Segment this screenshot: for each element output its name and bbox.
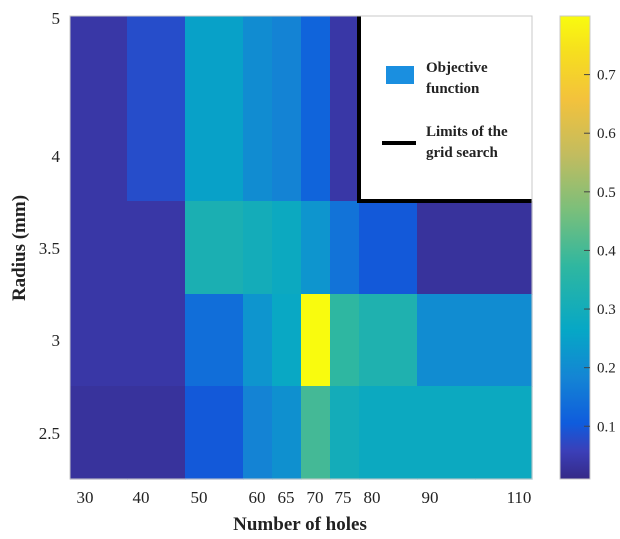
x-tick-label: 75 bbox=[335, 488, 352, 507]
colorbar-tick-label: 0.1 bbox=[597, 419, 616, 435]
heatmap-cell bbox=[127, 201, 186, 295]
heatmap-cell bbox=[330, 16, 360, 202]
heatmap-cell bbox=[185, 16, 244, 202]
heatmap-cell bbox=[243, 201, 273, 295]
heatmap-cell bbox=[301, 294, 331, 387]
heatmap-cell bbox=[243, 16, 273, 202]
colorbar-tick-label: 0.7 bbox=[597, 68, 616, 84]
x-tick-label: 90 bbox=[422, 488, 439, 507]
x-tick-label: 60 bbox=[249, 488, 266, 507]
heatmap-cell bbox=[330, 294, 360, 387]
colorbar-ticks: 0.1 0.2 0.3 0.4 0.5 0.6 0.7 bbox=[584, 68, 616, 435]
x-tick-label: 70 bbox=[307, 488, 324, 507]
y-tick-label: 4 bbox=[52, 147, 61, 166]
grid-limits bbox=[357, 16, 532, 203]
heatmap-cell bbox=[272, 294, 302, 387]
heatmap-cell bbox=[475, 386, 533, 480]
heatmap-cell bbox=[70, 386, 128, 480]
colorbar-tick-label: 0.6 bbox=[597, 126, 616, 142]
grid-limit-line bbox=[357, 16, 532, 203]
heatmap-cell bbox=[243, 294, 273, 387]
heatmap-cell bbox=[359, 201, 418, 295]
y-ticks: 2.5 3 3.5 4 5 bbox=[39, 9, 61, 443]
heatmap-cell bbox=[359, 386, 418, 480]
legend-label-objective: Objective function bbox=[426, 60, 488, 97]
heatmap-cell bbox=[475, 201, 533, 295]
heatmap-cell bbox=[475, 294, 533, 387]
heatmap-cell bbox=[417, 294, 476, 387]
heatmap-cell bbox=[359, 294, 418, 387]
y-tick-label: 5 bbox=[52, 9, 61, 28]
x-axis-label: Number of holes bbox=[233, 514, 367, 534]
x-tick-label: 30 bbox=[77, 488, 94, 507]
y-axis-label: Radius (mm) bbox=[9, 195, 30, 301]
x-tick-label: 80 bbox=[364, 488, 381, 507]
heatmap-cell bbox=[272, 386, 302, 480]
heatmap-cells bbox=[70, 16, 533, 480]
heatmap-cell bbox=[185, 201, 244, 295]
legend-label-limits: Limits of the grid search bbox=[426, 124, 508, 161]
colorbar-tick-label: 0.5 bbox=[597, 185, 616, 201]
heatmap-cell bbox=[70, 201, 128, 295]
y-tick-label: 2.5 bbox=[39, 424, 60, 443]
colorbar-tick-label: 0.3 bbox=[597, 302, 616, 318]
legend-patch-objective bbox=[386, 66, 414, 84]
heatmap-cell bbox=[127, 16, 186, 202]
heatmap-cell bbox=[417, 386, 476, 480]
heatmap-cell bbox=[301, 386, 331, 480]
heatmap-cell bbox=[243, 386, 273, 480]
colorbar-gradient bbox=[559, 15, 591, 480]
x-tick-label: 50 bbox=[191, 488, 208, 507]
heatmap-cell bbox=[272, 201, 302, 295]
heatmap-cell bbox=[330, 386, 360, 480]
y-tick-label: 3.5 bbox=[39, 239, 60, 258]
heatmap-cell bbox=[70, 16, 128, 202]
heatmap-cell bbox=[301, 16, 331, 202]
plot-frame bbox=[69, 15, 533, 480]
colorbar-tick-label: 0.2 bbox=[597, 361, 616, 377]
heatmap-cell bbox=[185, 294, 244, 387]
heatmap-cell bbox=[185, 386, 244, 480]
heatmap-cell bbox=[70, 294, 128, 387]
heatmap-cell bbox=[127, 294, 186, 387]
x-tick-label: 110 bbox=[507, 488, 532, 507]
heatmap-cell bbox=[272, 16, 302, 202]
colorbar: 0.1 0.2 0.3 0.4 0.5 0.6 0.7 bbox=[559, 15, 616, 480]
heatmap-cell bbox=[330, 201, 360, 295]
heatmap-cell bbox=[301, 201, 331, 295]
x-ticks: 30 40 50 60 65 70 75 80 90 110 bbox=[77, 488, 532, 507]
x-tick-label: 40 bbox=[133, 488, 150, 507]
colorbar-tick-label: 0.4 bbox=[597, 243, 616, 259]
x-tick-label: 65 bbox=[278, 488, 295, 507]
heatmap-cell bbox=[127, 386, 186, 480]
heatmap-cell bbox=[417, 201, 476, 295]
legend: Objective function Limits of the grid sear… bbox=[382, 60, 508, 161]
y-tick-label: 3 bbox=[52, 331, 61, 350]
